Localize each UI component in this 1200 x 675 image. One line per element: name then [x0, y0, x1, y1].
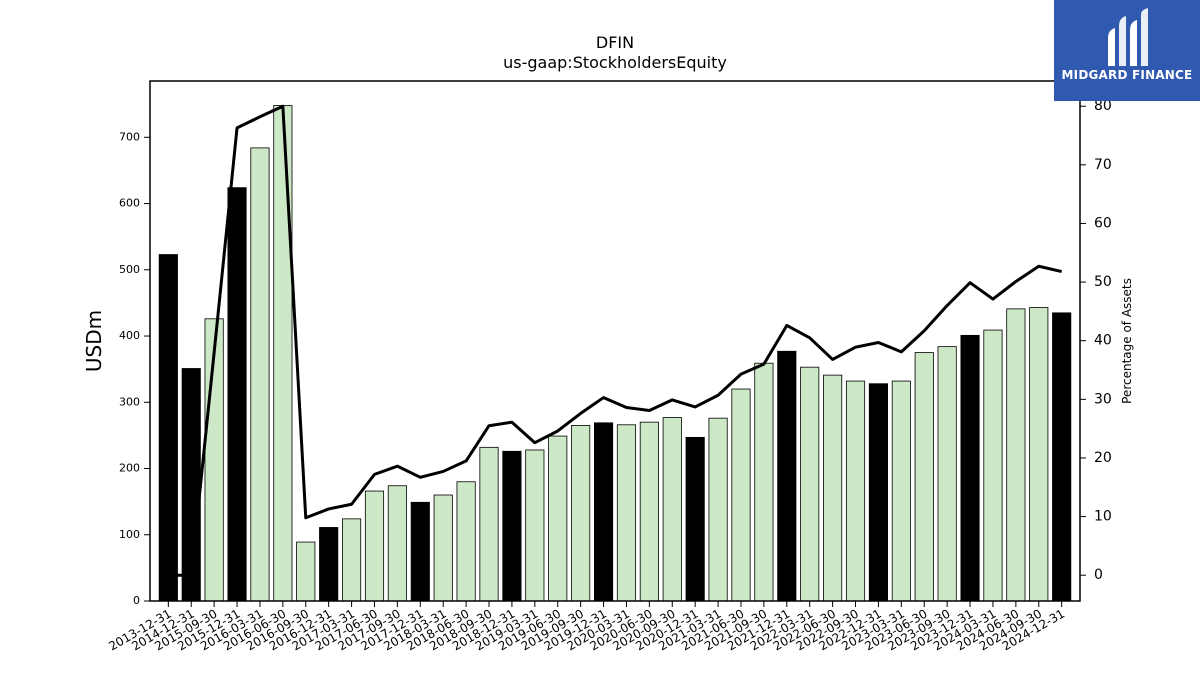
bar-2022-09-30 — [845, 380, 866, 602]
bar-2013-12-31 — [158, 254, 178, 602]
bar-2015-12-31 — [227, 187, 247, 602]
chart-subtitle: us-gaap:StockholdersEquity — [503, 53, 727, 72]
bar-2016-12-31 — [319, 527, 339, 602]
bar-2023-12-31 — [960, 334, 980, 602]
bar-2017-03-31 — [342, 518, 362, 602]
y-tick-label-left: 0 — [133, 594, 140, 607]
bar-2018-06-30 — [456, 481, 476, 602]
y-tick-label-left: 500 — [119, 263, 140, 276]
y-tick-label-right: 20 — [1094, 450, 1112, 466]
midgard-finance-logo: MIDGARD FINANCE — [1054, 0, 1200, 101]
y-tick-label-right: 60 — [1094, 215, 1112, 231]
bar-2016-09-30 — [296, 541, 316, 602]
bar-2021-09-30 — [754, 362, 774, 602]
bar-2024-12-31 — [1052, 312, 1072, 602]
bar-2020-03-31 — [616, 424, 637, 602]
y-tick-label-right: 70 — [1094, 157, 1112, 173]
y-tick-label-right: 0 — [1094, 567, 1103, 583]
percentage-of-assets-line — [168, 104, 1063, 577]
y-tick-label-left: 200 — [119, 462, 140, 475]
bar-2023-03-31 — [891, 380, 911, 602]
bar-2024-03-31 — [983, 329, 1003, 602]
bar-2016-06-30 — [273, 105, 293, 602]
bar-2022-12-31 — [868, 383, 888, 602]
logo-text: MIDGARD FINANCE — [1061, 68, 1193, 82]
bar-2021-06-30 — [731, 388, 751, 602]
bar-2019-03-31 — [525, 449, 545, 602]
midgard-logo-mark-icon — [1108, 8, 1148, 66]
bar-2018-03-31 — [433, 494, 453, 602]
bar-2017-06-30 — [364, 490, 385, 602]
bar-2022-03-31 — [800, 366, 820, 602]
y-tick-label-right: 80 — [1094, 98, 1112, 114]
y-tick-label-left: 700 — [119, 130, 140, 143]
bar-2019-06-30 — [548, 435, 568, 602]
bar-2024-09-30 — [1029, 307, 1049, 602]
bar-2021-12-31 — [777, 350, 797, 602]
y-tick-label-right: 50 — [1094, 274, 1112, 290]
y-tick-label-right: 10 — [1094, 509, 1112, 525]
bar-2023-09-30 — [937, 346, 957, 602]
bar-2017-12-31 — [410, 501, 430, 602]
bar-2020-09-30 — [662, 417, 682, 602]
y-axis-label-right: Percentage of Assets — [1120, 278, 1134, 404]
bar-2018-09-30 — [479, 446, 499, 602]
y-tick-label-right: 30 — [1094, 391, 1112, 407]
bar-2024-06-30 — [1006, 308, 1026, 602]
bar-2017-09-30 — [387, 485, 407, 602]
y-tick-label-right: 40 — [1094, 333, 1112, 349]
y-tick-label-left: 400 — [119, 329, 140, 342]
bar-series — [158, 105, 1072, 602]
bar-2020-12-31 — [685, 436, 705, 602]
y-tick-label-left: 100 — [119, 528, 140, 541]
bar-2018-12-31 — [502, 450, 522, 602]
bar-2019-09-30 — [571, 425, 591, 602]
y-tick-label-left: 600 — [119, 197, 140, 210]
bar-2021-03-31 — [708, 417, 728, 602]
chart-title: DFIN — [596, 33, 634, 52]
bar-2023-06-30 — [914, 352, 934, 602]
y-tick-label-left: 300 — [119, 395, 140, 408]
bar-2020-06-30 — [639, 421, 659, 602]
axes: 0100200300400500600700010203040506070802… — [106, 80, 1112, 653]
bar-2022-06-30 — [823, 374, 843, 602]
bar-2019-12-31 — [593, 422, 614, 602]
percentage-line-series — [168, 104, 1063, 577]
y-axis-label-left: USDm — [82, 310, 106, 372]
bar-2016-03-31 — [250, 147, 270, 602]
